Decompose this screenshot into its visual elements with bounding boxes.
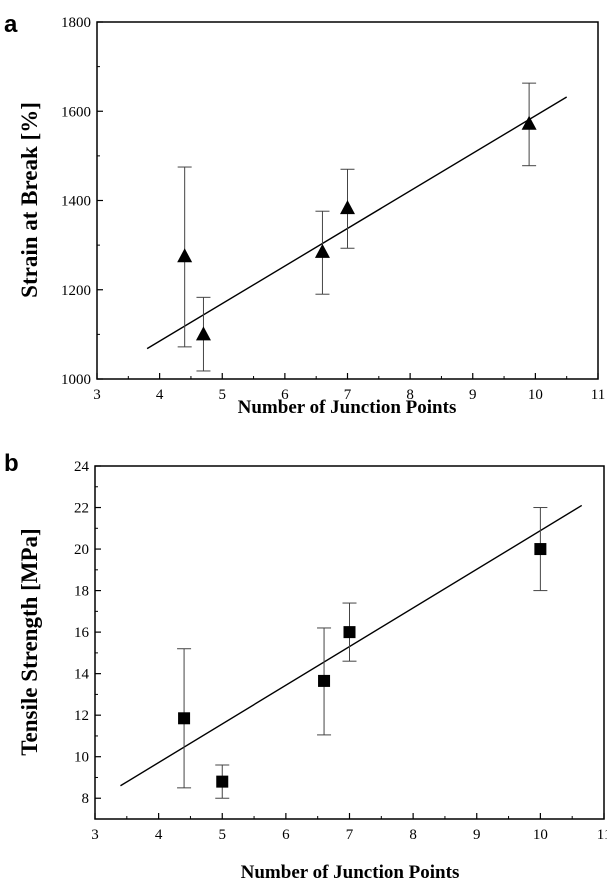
panel-b-data-point-square [318,674,331,687]
panel-b-x-tick-label: 8 [409,827,417,843]
panel-b-x-tick-label: 10 [533,827,548,843]
panel-a-x-tick-label: 5 [219,387,227,403]
panel-a-strain-at-break: a 3 4 5 6 7 8 9 10 11 1000 1200 1400 1600 1800 Number… [4,11,605,418]
panel-b-data-point-square [343,626,356,639]
panel-a-fit-line-group [146,96,568,350]
panel-a-y-tick-label: 1400 [61,194,91,210]
panel-b-y-tick-label: 24 [74,459,90,475]
panel-b-x-axis-title: Number of Junction Points [241,862,460,883]
panel-b-data-point-square [534,543,547,556]
panel-b-data-point-square [178,712,191,725]
panel-b-tensile-strength: b 3 4 5 6 7 8 9 10 11 8 10 12 14 16 18 20 22 24 Number of… [4,450,607,883]
panel-b-y-tick-label: 10 [74,750,89,766]
panel-b-y-tick-label: 22 [74,501,89,517]
panel-b-y-tick-label: 8 [82,791,90,807]
panel-b-fit-line-group [120,504,583,787]
panel-b-x-tick-label: 4 [155,827,163,843]
panel-b-y-tick-label: 12 [74,708,89,724]
panel-a-x-tick-label: 4 [156,387,164,403]
panel-b-x-tick-label: 7 [346,827,354,843]
panel-b-x-tick-label: 3 [91,827,99,843]
panel-a-x-axis-title: Number of Junction Points [238,397,457,418]
panel-b-ticks: 3 4 5 6 7 8 9 10 11 8 10 12 14 16 18 20 22 24 [74,459,607,843]
panel-a-x-tick-label: 10 [528,387,543,403]
panel-a-y-axis-title: Strain at Break [%] [17,102,42,298]
panel-a-x-tick-label: 7 [344,387,352,403]
panel-a-y-tick-label: 1600 [61,104,91,120]
panel-a-y-tick-label: 1200 [61,283,91,299]
panel-b-letter: b [4,450,19,477]
panel-b-x-tick-label: 9 [473,827,481,843]
panel-a-data-point-triangle [314,243,330,258]
panel-b-data-points [177,507,548,799]
panel-b-x-tick-label: 5 [219,827,227,843]
panel-a-y-tick-label: 1800 [61,15,91,31]
panel-a-data-points [177,82,537,372]
panel-b-x-tick-label: 6 [282,827,290,843]
panel-a-x-tick-label: 8 [406,387,414,403]
panel-a-x-tick-label: 11 [591,387,605,403]
panel-a-x-tick-label: 6 [281,387,289,403]
panel-b-y-tick-label: 14 [74,667,90,683]
panel-b-data-point-square [216,775,229,788]
panel-a-data-point-triangle [177,248,193,263]
panel-a-letter: a [4,11,18,38]
panel-b-y-tick-label: 20 [74,542,89,558]
panel-a-x-tick-label: 9 [469,387,477,403]
panel-b-y-axis-title: Tensile Strength [MPa] [17,528,42,755]
panel-a-x-tick-label: 3 [93,387,101,403]
panel-a-data-point-triangle [340,200,355,215]
panel-a-ticks: 3 4 5 6 7 8 9 10 11 1000 1200 1400 1600 1800 [61,15,605,403]
panel-b-x-tick-label: 11 [597,827,607,843]
panel-a-y-tick-label: 1000 [61,372,91,388]
panel-b-fit-line [120,504,583,787]
panel-b-y-tick-label: 16 [74,625,90,641]
panel-b-y-tick-label: 18 [74,584,89,600]
panel-a-data-point-triangle [521,115,537,130]
panel-a-fit-line [146,96,568,350]
panel-a-data-point-triangle [195,326,211,341]
